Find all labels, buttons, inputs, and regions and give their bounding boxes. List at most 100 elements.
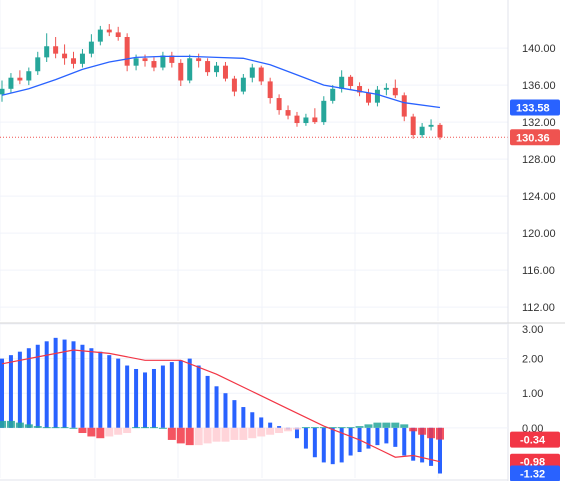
histogram-bar — [239, 427, 248, 440]
candle-body — [178, 62, 184, 81]
macd-bar — [393, 427, 398, 447]
histogram-bar — [266, 427, 275, 435]
candle — [249, 63, 255, 83]
histogram-bar — [167, 427, 176, 440]
candle-body — [115, 32, 121, 38]
candle — [71, 51, 77, 69]
histogram-bar — [60, 427, 69, 429]
candle — [88, 34, 94, 58]
macd-bar — [134, 368, 139, 428]
candle — [392, 79, 398, 99]
histogram-bar — [0, 420, 6, 428]
candle — [196, 53, 202, 68]
candle-body — [321, 100, 327, 123]
histogram-bar — [194, 427, 203, 446]
candle-body — [124, 37, 130, 66]
histogram-bar — [87, 427, 96, 437]
candle-body — [187, 58, 193, 81]
ma-value-tag-background — [510, 99, 560, 116]
candle — [383, 83, 389, 96]
histogram-bar — [230, 427, 239, 440]
histogram-bar — [427, 427, 436, 439]
candle — [410, 113, 416, 139]
macd-bar — [402, 427, 407, 456]
moving-average-line — [1, 55, 441, 109]
last-price-tag-label: 130.36 — [516, 132, 550, 144]
histogram-bar — [203, 427, 212, 444]
candle-body — [330, 88, 336, 101]
macd-bar — [169, 362, 174, 428]
macd-bar — [98, 351, 103, 428]
candle-body — [44, 46, 50, 58]
price-tick-label: 136.00 — [522, 80, 556, 92]
candle-body — [410, 116, 416, 136]
histogram-bar — [141, 427, 150, 429]
candle — [124, 33, 130, 72]
candle — [419, 123, 425, 138]
candle-body — [357, 86, 363, 93]
macd-pane: 3.002.001.000.00 -0.34-0.98-1.32 — [0, 323, 560, 481]
macd-bar — [348, 427, 353, 456]
candle-body — [339, 76, 345, 89]
candle — [178, 59, 184, 87]
histogram-bar — [275, 427, 284, 434]
candle — [437, 123, 443, 140]
macd-value-tag-label: -1.32 — [520, 469, 545, 481]
last-price-tag-background — [510, 129, 560, 146]
macd-bar — [53, 337, 58, 428]
histogram-bar — [400, 424, 409, 428]
candle — [53, 37, 59, 59]
macd-bar — [17, 351, 22, 428]
candle — [0, 80, 5, 102]
histogram-bar — [373, 422, 382, 428]
macd-bar — [187, 358, 192, 428]
macd-value-tag-background — [510, 431, 560, 448]
macd-value-tag-background — [510, 465, 560, 481]
macd-tick-label: 2.00 — [522, 354, 543, 366]
histogram-bar — [176, 427, 185, 444]
candle — [97, 25, 103, 46]
macd-bar — [312, 427, 317, 458]
candle — [240, 74, 246, 95]
histogram-bar — [69, 427, 78, 429]
candle — [428, 119, 434, 131]
price-grid — [0, 0, 508, 321]
histogram-bar — [301, 427, 310, 429]
macd-value-tags: -0.34-0.98-1.32 — [510, 431, 560, 481]
candle — [26, 67, 32, 86]
macd-bar — [160, 365, 165, 428]
histogram-bar — [328, 427, 337, 429]
macd-bar — [35, 344, 40, 428]
candle-body — [88, 41, 94, 54]
candle-body — [0, 88, 5, 95]
macd-bar — [429, 427, 434, 466]
macd-bar — [303, 427, 308, 449]
candle — [339, 70, 345, 93]
macd-bar — [178, 360, 183, 428]
price-tick-label: 112.00 — [522, 302, 555, 314]
price-tick-label: 140.00 — [522, 43, 556, 55]
candle-body — [276, 98, 282, 111]
candle-body — [348, 76, 354, 87]
last-price-tag: 130.36 — [510, 129, 560, 146]
histogram-bar — [284, 427, 293, 432]
candle — [312, 108, 318, 124]
macd-bar — [8, 355, 13, 428]
macd-bar — [205, 375, 210, 428]
candle — [35, 51, 41, 75]
signal-line — [1, 349, 441, 463]
ma-value-tag: 133.58 — [510, 99, 560, 116]
macd-bar — [366, 427, 371, 449]
candle-body — [196, 58, 202, 62]
price-tick-label: 120.00 — [522, 228, 556, 240]
macd-bar — [143, 372, 148, 428]
candle — [205, 58, 211, 76]
macd-bar — [80, 344, 85, 428]
candle-body — [26, 71, 32, 81]
candle-body — [401, 95, 407, 117]
macd-bar — [438, 427, 442, 474]
candle — [115, 26, 121, 41]
candle-body — [106, 29, 112, 33]
histogram-bar — [212, 427, 221, 442]
candle — [357, 82, 363, 97]
